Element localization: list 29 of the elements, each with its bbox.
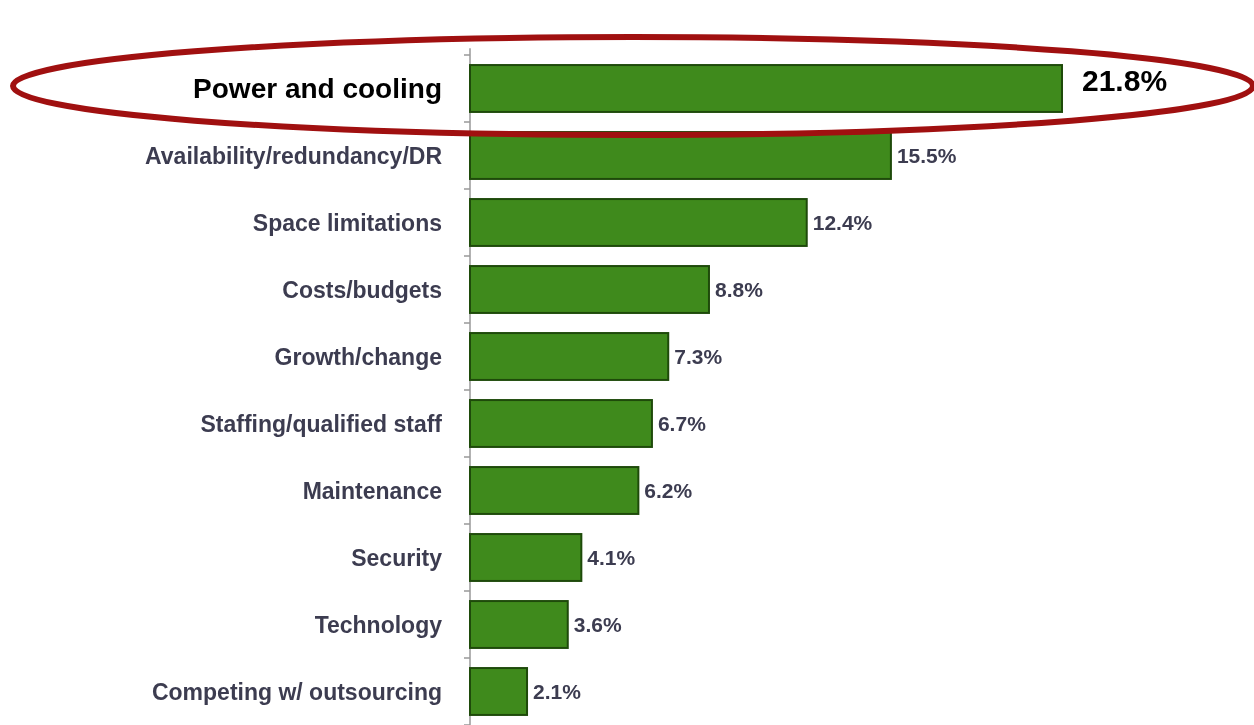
y-tick-label: Availability/redundancy/DR — [145, 142, 443, 169]
y-tick-label: Security — [351, 544, 443, 571]
bar — [469, 466, 640, 515]
data-label: 15.5% — [896, 144, 957, 167]
y-tick-label: Space limitations — [252, 209, 442, 236]
data-label: 21.8% — [1082, 64, 1168, 97]
bar — [469, 332, 670, 381]
bar — [469, 600, 569, 649]
data-label: 6.7% — [657, 412, 707, 435]
bar — [469, 667, 529, 716]
y-tick-label: Maintenance — [302, 477, 442, 504]
data-label: 4.1% — [587, 546, 636, 569]
bar — [469, 533, 583, 582]
data-label: 7.3% — [674, 345, 723, 368]
bar — [469, 399, 653, 448]
data-label: 12.4% — [812, 211, 873, 234]
bar — [469, 64, 1063, 113]
y-tick-label: Power and cooling — [193, 73, 442, 104]
y-tick-label: Staffing/qualified staff — [200, 410, 443, 437]
data-label: 8.8% — [714, 278, 764, 301]
y-tick-label: Growth/change — [274, 343, 442, 370]
y-tick-label: Competing w/ outsourcing — [151, 678, 442, 705]
y-tick-label: Costs/budgets — [282, 276, 442, 303]
y-tick-label: Technology — [314, 611, 443, 638]
data-label: 3.6% — [573, 613, 622, 636]
data-label: 6.2% — [644, 479, 693, 502]
bar — [469, 265, 710, 314]
bar — [469, 198, 808, 247]
data-label: 2.1% — [533, 680, 582, 703]
